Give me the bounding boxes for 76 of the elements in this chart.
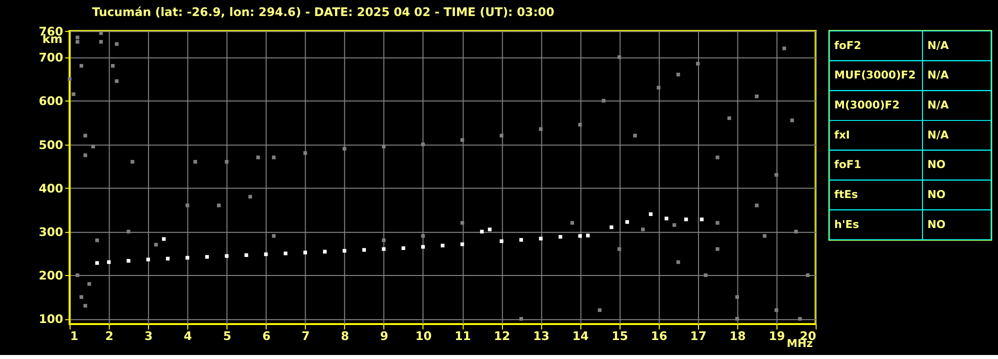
point (342, 248, 346, 253)
y-tick-label: 500 (38, 138, 64, 152)
category-label: ftEs (834, 188, 858, 201)
text: N/A (927, 68, 950, 82)
y-tick-label: 600 (38, 94, 64, 108)
text: NO (927, 218, 946, 231)
point (421, 245, 425, 249)
point (586, 234, 590, 238)
x-tick-label: 1 (70, 329, 78, 344)
x-tick-label: 16 (650, 329, 668, 344)
x-tick-label: 11 (454, 329, 471, 344)
text: N/A (927, 98, 950, 112)
point (146, 258, 150, 262)
x-tick-label: 13 (533, 329, 550, 344)
point (166, 256, 170, 260)
text: NO (927, 188, 946, 201)
point (625, 220, 630, 224)
x-tick-label: 17 (690, 329, 707, 344)
point (224, 254, 228, 258)
x-tick-label: 10 (415, 329, 432, 344)
point (480, 230, 484, 234)
point (440, 244, 444, 248)
point (162, 237, 166, 241)
point (284, 252, 288, 256)
point (244, 253, 248, 257)
x-tick-label: 7 (302, 329, 310, 344)
point (126, 258, 130, 263)
x-tick-label: 14 (572, 329, 589, 344)
category-label: MUF(3000)F2 (834, 68, 916, 82)
x-tick-label: 5 (223, 329, 232, 344)
point (186, 256, 190, 260)
y-tick-label: 300 (38, 225, 64, 239)
point (264, 252, 268, 256)
y-tick-label: 100 (38, 312, 64, 326)
point (107, 260, 111, 264)
point (460, 242, 464, 246)
point (684, 218, 688, 222)
x-tick-label: 8 (340, 329, 350, 344)
point (402, 246, 406, 250)
x-tick-label: 12 (494, 329, 510, 344)
category-label: foF2 (834, 38, 862, 52)
x-tick-label: 15 (612, 329, 628, 344)
point (303, 250, 308, 254)
x-tick-label: 2 (105, 329, 114, 344)
x-tick-label: 18 (729, 329, 746, 344)
point (664, 216, 668, 220)
point (205, 255, 209, 259)
category-label: foF1 (834, 158, 862, 172)
x-tick-label: 19 (768, 329, 786, 344)
point (538, 236, 543, 240)
y-tick-label: 700 (38, 50, 64, 65)
point (362, 248, 366, 252)
x-tick-label: 4 (184, 329, 192, 344)
point (578, 234, 582, 238)
point (323, 250, 327, 254)
text: NO (927, 158, 946, 172)
category-label: h'Es (834, 218, 860, 231)
point (610, 225, 614, 230)
x-tick-label: 9 (380, 329, 388, 344)
category-label: M(3000)F2 (834, 98, 900, 112)
category-label: fxI (834, 128, 850, 142)
text: N/A (927, 128, 950, 142)
point (382, 247, 386, 251)
point (519, 238, 523, 242)
y-tick-label: 400 (38, 181, 64, 196)
x-tick-label: 3 (144, 329, 153, 344)
point (558, 234, 562, 239)
point (700, 218, 704, 222)
text: N/A (927, 38, 950, 52)
point (95, 261, 99, 265)
point (648, 212, 653, 216)
point (488, 228, 492, 232)
y-tick-label: 200 (38, 268, 64, 283)
point (500, 239, 504, 244)
x-tick-label: 6 (262, 329, 271, 344)
chart-title: Tucumán (lat: -26.9, lon: 294.6) - DATE: 2025 04 02 - TIME (UT): 03:00 (92, 5, 554, 20)
